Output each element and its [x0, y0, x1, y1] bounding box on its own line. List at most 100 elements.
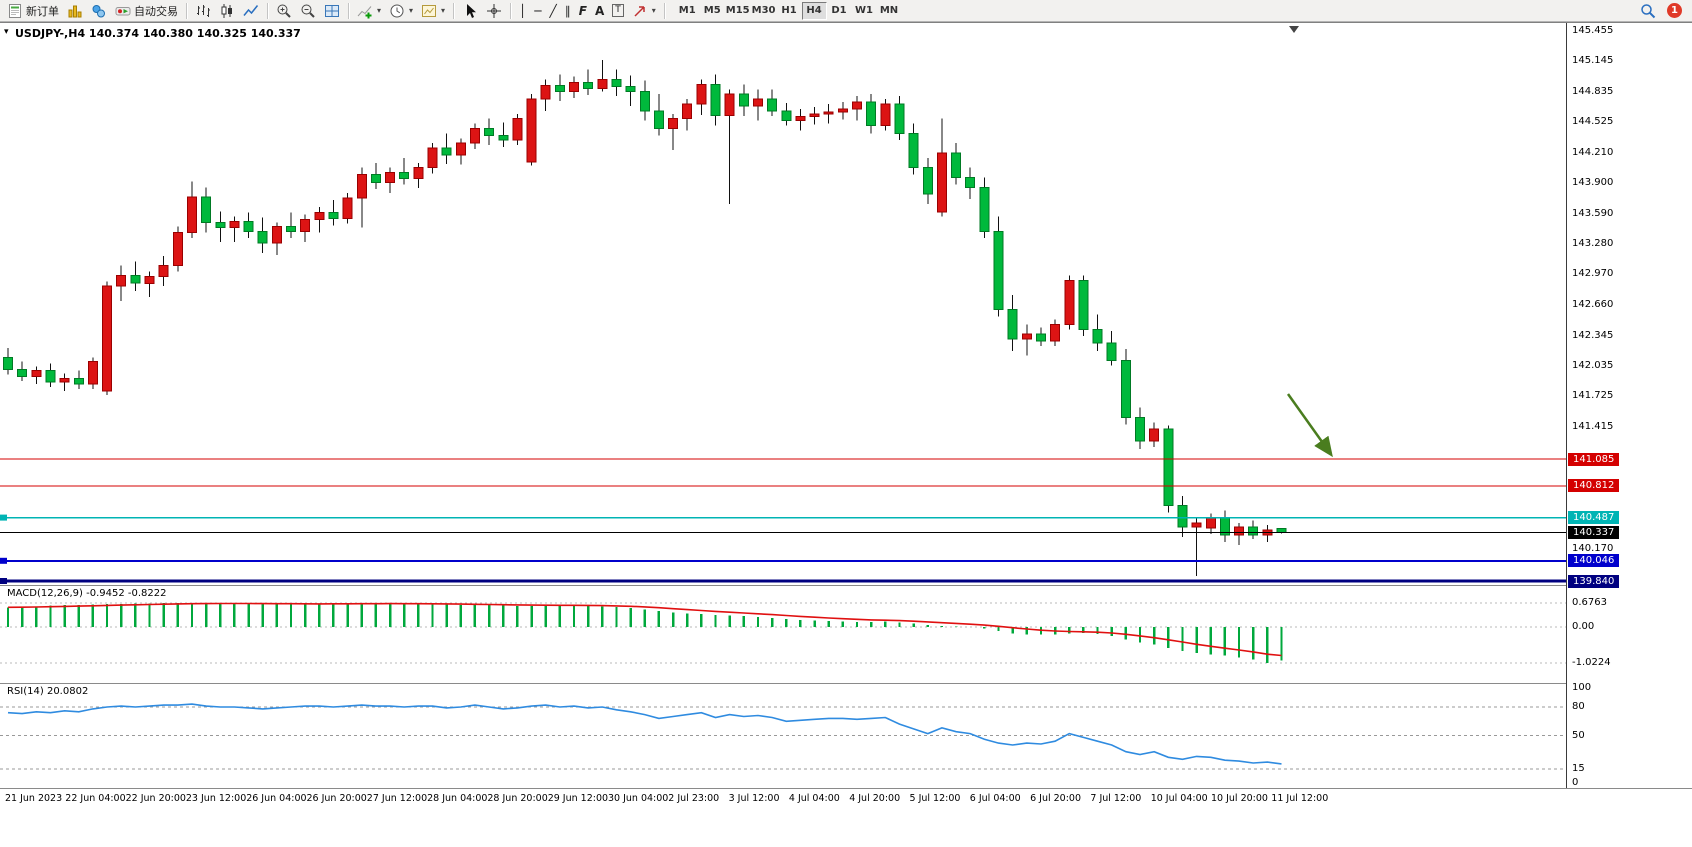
channel-button[interactable]: ∥ — [561, 1, 575, 21]
new-order-button[interactable]: 新订单 — [3, 1, 63, 21]
time-tick-label: 28 Jun 20:00 — [487, 793, 548, 804]
cursor-icon — [462, 3, 478, 19]
line-chart-button[interactable] — [239, 1, 263, 21]
market-watch-button[interactable] — [87, 1, 111, 21]
search-button[interactable] — [1636, 1, 1660, 21]
timeframe-button-H1[interactable]: H1 — [777, 2, 802, 20]
arrows-button[interactable]: ▾ — [628, 1, 660, 21]
price-line-badge: 140.487 — [1568, 511, 1620, 525]
time-tick-label: 4 Jul 04:00 — [788, 793, 840, 804]
chart-title: USDJPY-,H4 140.374 140.380 140.325 140.3… — [15, 27, 301, 40]
price-line-badge: 140.812 — [1568, 479, 1620, 493]
trendline-button[interactable]: ╱ — [546, 1, 561, 21]
time-tick-label: 7 Jul 12:00 — [1090, 793, 1142, 804]
time-tick-label: 2 Jul 23:00 — [668, 793, 720, 804]
price-tick-label: 143.280 — [1572, 238, 1614, 250]
fibonacci-button[interactable]: F — [575, 1, 591, 21]
timeframe-button-H4[interactable]: H4 — [801, 1, 827, 20]
macd-panel-canvas[interactable] — [0, 586, 1566, 682]
zoom-out-button[interactable] — [296, 1, 320, 21]
indicators-button[interactable]: ▾ — [353, 1, 385, 21]
time-tick-label: 27 Jun 12:00 — [366, 793, 428, 804]
auto-trading-button[interactable]: 自动交易 — [111, 1, 182, 21]
panel-splitter[interactable] — [0, 683, 1692, 684]
time-tick-label: 10 Jul 04:00 — [1150, 793, 1208, 804]
auto-trading-icon — [115, 3, 131, 19]
fibonacci-icon: F — [578, 3, 587, 18]
one-click-trading-toggle[interactable]: ▾ — [4, 27, 9, 37]
time-tick-label: 11 Jul 12:00 — [1271, 793, 1329, 804]
cursor-button[interactable] — [458, 1, 482, 21]
timeframe-button-M15[interactable]: M15 — [725, 2, 751, 20]
price-line-badge: 140.046 — [1568, 554, 1620, 568]
toolbar-separator — [453, 2, 455, 19]
rsi-indicator-label: RSI(14) 20.0802 — [7, 686, 89, 697]
clock-icon — [389, 3, 405, 19]
toolbar-separator — [510, 2, 512, 19]
new-order-label: 新订单 — [26, 4, 59, 18]
price-tick-label: 145.455 — [1572, 25, 1614, 36]
price-axis[interactable]: 145.455 145.145 144.835 144.525 144.210 143.9… — [1566, 23, 1692, 788]
price-tick-label: 142.660 — [1572, 298, 1614, 310]
tile-windows-button[interactable] — [320, 1, 344, 21]
text-button[interactable]: A — [591, 1, 608, 21]
dropdown-arrow-icon: ▾ — [651, 6, 656, 15]
price-tick-label: 144.525 — [1572, 116, 1614, 128]
horizontal-line-button[interactable]: ─ — [530, 1, 545, 21]
new-chart-icon — [67, 3, 83, 19]
rsi-scale-label: 15 — [1572, 762, 1585, 774]
notification-badge[interactable]: 1 — [1667, 3, 1682, 18]
timeframe-button-D1[interactable]: D1 — [827, 2, 852, 20]
timeframe-button-M1[interactable]: M1 — [675, 2, 700, 20]
time-tick-label: 5 Jul 12:00 — [909, 793, 961, 804]
panel-splitter[interactable] — [0, 585, 1692, 586]
time-tick-label: 22 Jun 20:00 — [125, 793, 186, 804]
crosshair-button[interactable] — [482, 1, 506, 21]
macd-scale-label: -1.0224 — [1572, 657, 1611, 669]
timeframe-button-M30[interactable]: M30 — [751, 2, 777, 20]
price-tick-label: 142.035 — [1572, 360, 1614, 371]
line-chart-icon — [243, 3, 259, 19]
price-chart-canvas[interactable] — [0, 23, 1566, 585]
timeframe-button-M5[interactable]: M5 — [700, 2, 725, 20]
toolbar-separator — [267, 2, 268, 19]
time-tick-label: 29 Jun 12:00 — [547, 793, 609, 804]
timeframe-button-MN[interactable]: MN — [877, 2, 902, 20]
time-tick-label: 3 Jul 12:00 — [728, 793, 780, 804]
price-tick-label: 140.170 — [1572, 542, 1614, 554]
price-tick-label: 143.590 — [1572, 207, 1614, 219]
dropdown-arrow-icon: ▾ — [409, 6, 414, 15]
time-tick-label: 26 Jun 04:00 — [246, 793, 307, 804]
new-chart-button[interactable] — [63, 1, 87, 21]
time-tick-label: 4 Jul 20:00 — [849, 793, 901, 804]
price-tick-label: 144.835 — [1572, 85, 1614, 97]
time-tick-label: 26 Jun 20:00 — [306, 793, 367, 804]
bar-chart-button[interactable] — [191, 1, 215, 21]
vertical-line-button[interactable]: │ — [515, 1, 530, 21]
timeframe-button-W1[interactable]: W1 — [852, 2, 877, 20]
time-axis[interactable]: 21 Jun 2023 22 Jun 04:00 22 Jun 20:00 23 Ju… — [0, 788, 1692, 847]
time-tick-label: 6 Jul 20:00 — [1030, 793, 1082, 804]
periods-button[interactable]: ▾ — [385, 1, 417, 21]
chart-workspace: ▾ USDJPY-,H4 140.374 140.380 140.325 140… — [0, 22, 1692, 847]
price-tick-label: 141.725 — [1572, 390, 1614, 402]
macd-scale-label: 0.6763 — [1572, 596, 1607, 608]
arrow-annotation — [1286, 393, 1333, 458]
template-icon — [421, 3, 437, 19]
timeframe-toolbar: M1 M5 M15 M30 H1 H4 D1 W1 MN — [675, 1, 902, 20]
rsi-panel-canvas[interactable] — [0, 684, 1566, 788]
time-tick-label: 10 Jul 20:00 — [1211, 793, 1268, 804]
templates-button[interactable]: ▾ — [417, 1, 449, 21]
crosshair-icon — [486, 3, 502, 19]
text-label-icon: T — [612, 4, 624, 17]
candlestick-chart-button[interactable] — [215, 1, 239, 21]
text-label-button[interactable]: T — [608, 1, 628, 21]
time-tick-label: 23 Jun 12:00 — [185, 793, 247, 804]
price-line-badge: 139.840 — [1568, 574, 1620, 588]
vertical-line-icon: │ — [519, 3, 527, 18]
zoom-in-button[interactable] — [272, 1, 296, 21]
rsi-scale-label: 0 — [1572, 777, 1579, 788]
price-tick-label: 143.900 — [1572, 177, 1614, 189]
arrow-object-icon — [632, 3, 648, 19]
price-tick-label: 142.345 — [1572, 329, 1614, 341]
